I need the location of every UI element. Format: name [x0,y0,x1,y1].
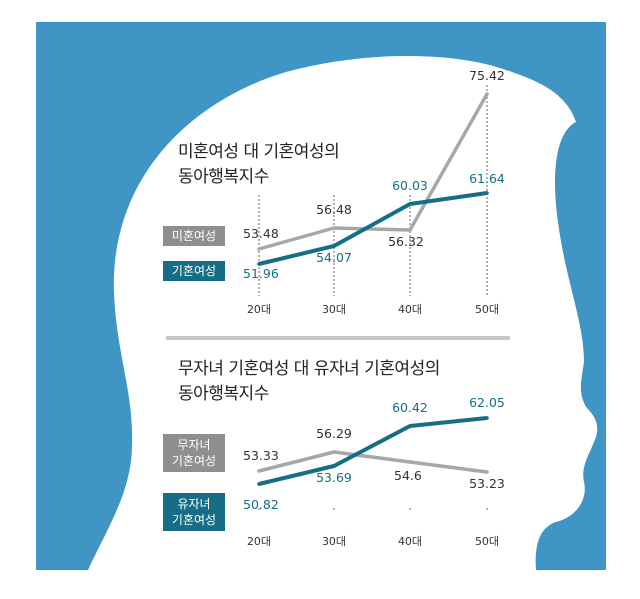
series-line-gray [258,93,489,251]
data-point [485,92,489,96]
legend-label-line1: 무자녀 [177,438,211,452]
data-label: 53.69 [316,470,352,485]
chart2-title-block: 무자녀 기혼여성 대 유자녀 기혼여성의 동아행복지수 [178,357,440,407]
legend-tag-married-women: 기혼여성 [163,261,225,281]
x-tick-label: 30대 [322,303,346,316]
data-point [408,460,412,464]
series-line-gray [258,450,488,474]
data-label: 50.82 [243,497,279,512]
series-line-blue [258,191,488,266]
data-label: 53.23 [469,476,505,491]
data-label: 56.48 [316,202,352,217]
data-label: 51.96 [243,266,279,281]
x-tick-label: 40대 [398,303,422,316]
data-label: 54.6 [394,468,422,483]
data-label: 56.29 [316,426,352,441]
data-label: 54.07 [316,250,352,265]
x-tick-label: 30대 [322,535,346,548]
data-point [408,202,412,206]
x-tick-label: 50대 [475,535,499,548]
data-label: 62.05 [469,395,505,410]
data-point [332,464,336,468]
chart2-subtitle: 동아행복지수 [178,384,269,404]
legend-label-line2: 기혼여성 [171,454,217,468]
x-tick-label: 40대 [398,535,422,548]
legend-label: 미혼여성 [171,229,217,243]
data-label: 53.48 [243,226,279,241]
data-point [332,244,336,248]
series-line-blue [258,416,488,486]
x-tick-label: 20대 [247,535,271,548]
legend-tag-childless: 무자녀 기혼여성 [163,434,225,472]
x-tick-label: 20대 [247,303,271,316]
data-point [332,450,336,454]
chart1-subtitle: 동아행복지수 [178,167,269,187]
data-label: 56.32 [388,234,424,249]
chart1-title: 미혼여성 대 기혼여성의 [178,142,340,162]
data-label: 60.42 [392,400,428,415]
data-point [332,226,336,230]
data-point [257,247,261,251]
data-point [257,482,261,486]
chart2-title: 무자녀 기혼여성 대 유자녀 기혼여성의 [178,359,440,379]
data-point [485,191,489,195]
data-point [485,470,489,474]
data-point [408,424,412,428]
legend-label-line1: 유자녀 [177,497,211,511]
data-label: 75.42 [469,68,505,83]
chart1: 20대 30대 40대 50대 53.48 56.48 56.32 75.42 51.96 54.… [243,68,505,316]
legend-tag-single-women: 미혼여성 [163,226,225,246]
data-label: 61.64 [469,171,505,186]
chart1-title-block: 미혼여성 대 기혼여성의 동아행복지수 [178,140,340,190]
chart2: 20대 30대 40대 50대 53.33 56.29 54.6 53.23 50.82 53.6… [243,395,505,548]
x-tick-label: 50대 [475,303,499,316]
data-point [408,228,412,232]
data-label: 53.33 [243,448,279,463]
data-point [257,469,261,473]
data-label: 60.03 [392,178,428,193]
data-point [485,416,489,420]
legend-label-line2: 기혼여성 [171,513,217,527]
data-point [257,262,261,266]
legend-tag-with-children: 유자녀 기혼여성 [163,493,225,531]
legend-label: 기혼여성 [171,264,217,278]
